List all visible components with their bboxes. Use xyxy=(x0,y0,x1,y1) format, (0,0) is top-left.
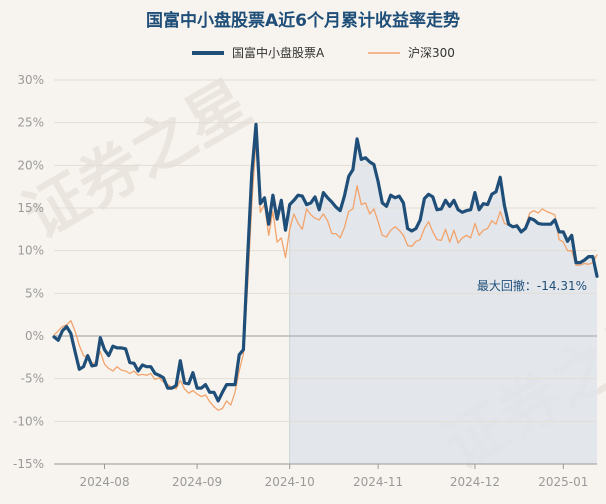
y-axis: 30% 25% 20% 15% 10% 5% 0% -5% -10% -15% xyxy=(13,73,44,471)
series-line-index xyxy=(53,139,598,411)
x-tick-label: 2024-12 xyxy=(450,475,500,489)
plot-area xyxy=(52,79,599,465)
y-tick-label: 5% xyxy=(25,286,44,300)
x-tick-label: 2024-11 xyxy=(353,475,403,489)
x-axis: 2024-08 2024-09 2024-10 2024-11 2024-12 2025-… xyxy=(54,463,597,489)
y-tick-label: 10% xyxy=(17,244,44,258)
chart-title: 国富中小盘股票A近6个月累计收益率走势 xyxy=(146,10,460,31)
series-line-fund xyxy=(52,122,599,403)
x-tick-label: 2024-09 xyxy=(172,475,222,489)
x-tick-label: 2024-08 xyxy=(79,475,129,489)
x-tick-label: 2025-01 xyxy=(538,475,588,489)
legend-label-fund: 国富中小盘股票A xyxy=(232,45,325,60)
legend-label-index: 沪深300 xyxy=(408,46,455,60)
watermark-text-1: 证券之星 xyxy=(11,66,262,253)
max-drawdown-annotation: 最大回撤：-14.31% xyxy=(477,278,587,293)
y-tick-label: -15% xyxy=(13,457,44,471)
y-tick-label: -10% xyxy=(13,414,44,428)
y-tick-label: 30% xyxy=(17,73,44,87)
y-tick-label: 20% xyxy=(17,158,44,172)
x-tick-label: 2024-10 xyxy=(265,475,315,489)
y-tick-label: -5% xyxy=(21,372,44,386)
y-tick-label: 0% xyxy=(25,329,44,343)
y-tick-label: 15% xyxy=(17,201,44,215)
legend: 国富中小盘股票A 沪深300 xyxy=(192,45,455,60)
drawdown-area xyxy=(289,138,597,464)
y-tick-label: 25% xyxy=(17,116,44,130)
